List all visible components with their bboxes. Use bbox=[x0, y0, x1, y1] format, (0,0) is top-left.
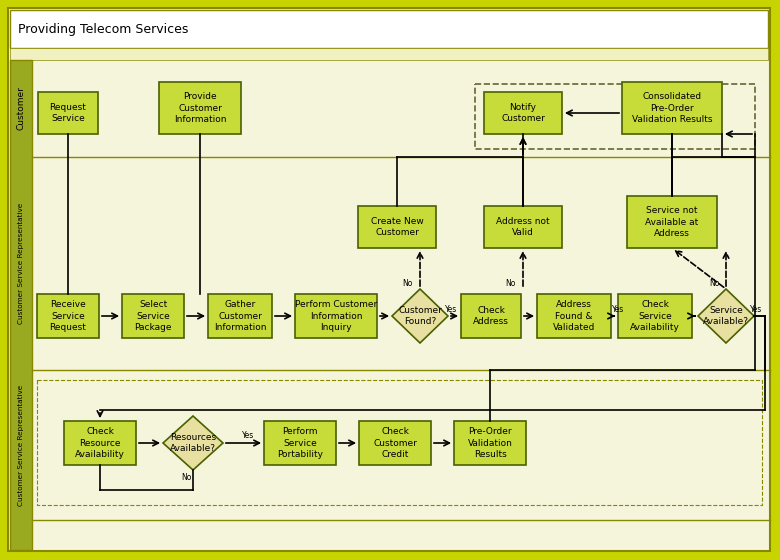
Text: No: No bbox=[181, 474, 191, 483]
Text: Yes: Yes bbox=[445, 305, 457, 314]
Bar bbox=[122, 294, 184, 338]
Text: Customer Service Representative: Customer Service Representative bbox=[18, 384, 24, 506]
Text: Check
Service
Availability: Check Service Availability bbox=[630, 300, 680, 332]
Text: Select
Service
Package: Select Service Package bbox=[134, 300, 172, 332]
Text: Perform
Service
Portability: Perform Service Portability bbox=[277, 427, 323, 459]
Text: Pre-Order
Validation
Results: Pre-Order Validation Results bbox=[467, 427, 512, 459]
Polygon shape bbox=[163, 416, 223, 470]
Text: Perform Customer
Information
Inquiry: Perform Customer Information Inquiry bbox=[295, 300, 377, 332]
Text: Address not
Valid: Address not Valid bbox=[496, 217, 550, 237]
Bar bbox=[64, 421, 136, 465]
Text: Yes: Yes bbox=[242, 432, 254, 441]
Bar bbox=[484, 206, 562, 248]
Bar bbox=[10, 48, 768, 60]
Bar bbox=[622, 82, 722, 134]
Text: Request
Service: Request Service bbox=[50, 103, 87, 123]
Bar bbox=[484, 92, 562, 134]
Text: Check
Resource
Availability: Check Resource Availability bbox=[75, 427, 125, 459]
Bar bbox=[208, 294, 272, 338]
Bar bbox=[475, 84, 755, 149]
Text: Customer: Customer bbox=[16, 86, 26, 130]
Text: Gather
Customer
Information: Gather Customer Information bbox=[214, 300, 266, 332]
Text: Yes: Yes bbox=[612, 305, 624, 314]
Text: No: No bbox=[709, 278, 719, 287]
Text: Provide
Customer
Information: Provide Customer Information bbox=[174, 92, 226, 124]
Text: Address
Found &
Validated: Address Found & Validated bbox=[553, 300, 595, 332]
Bar bbox=[461, 294, 521, 338]
Text: Yes: Yes bbox=[750, 305, 762, 314]
Text: Providing Telecom Services: Providing Telecom Services bbox=[18, 22, 189, 35]
Bar bbox=[454, 421, 526, 465]
Text: Resources
Available?: Resources Available? bbox=[170, 433, 216, 453]
Bar bbox=[159, 82, 241, 134]
Text: Consolidated
Pre-Order
Validation Results: Consolidated Pre-Order Validation Result… bbox=[632, 92, 712, 124]
Text: Check
Address: Check Address bbox=[473, 306, 509, 326]
Bar bbox=[295, 294, 377, 338]
Text: Service not
Available at
Address: Service not Available at Address bbox=[645, 207, 699, 237]
Bar bbox=[537, 294, 611, 338]
Bar bbox=[37, 380, 762, 505]
Bar bbox=[618, 294, 692, 338]
Bar bbox=[38, 92, 98, 134]
Text: Service
Available?: Service Available? bbox=[703, 306, 749, 326]
Text: Create New
Customer: Create New Customer bbox=[370, 217, 424, 237]
Bar bbox=[10, 60, 32, 550]
Text: Customer
Found?: Customer Found? bbox=[398, 306, 442, 326]
Bar bbox=[359, 421, 431, 465]
Polygon shape bbox=[698, 289, 754, 343]
Bar bbox=[627, 196, 717, 248]
Bar bbox=[10, 10, 768, 48]
Bar bbox=[358, 206, 436, 248]
Text: Receive
Service
Request: Receive Service Request bbox=[50, 300, 87, 332]
Bar bbox=[264, 421, 336, 465]
Text: No: No bbox=[402, 278, 412, 287]
Bar bbox=[37, 294, 99, 338]
Polygon shape bbox=[392, 289, 448, 343]
Text: Notify
Customer: Notify Customer bbox=[501, 103, 545, 123]
Text: Check
Customer
Credit: Check Customer Credit bbox=[373, 427, 417, 459]
Text: No: No bbox=[505, 278, 515, 287]
Text: Customer Service Representative: Customer Service Representative bbox=[18, 202, 24, 324]
